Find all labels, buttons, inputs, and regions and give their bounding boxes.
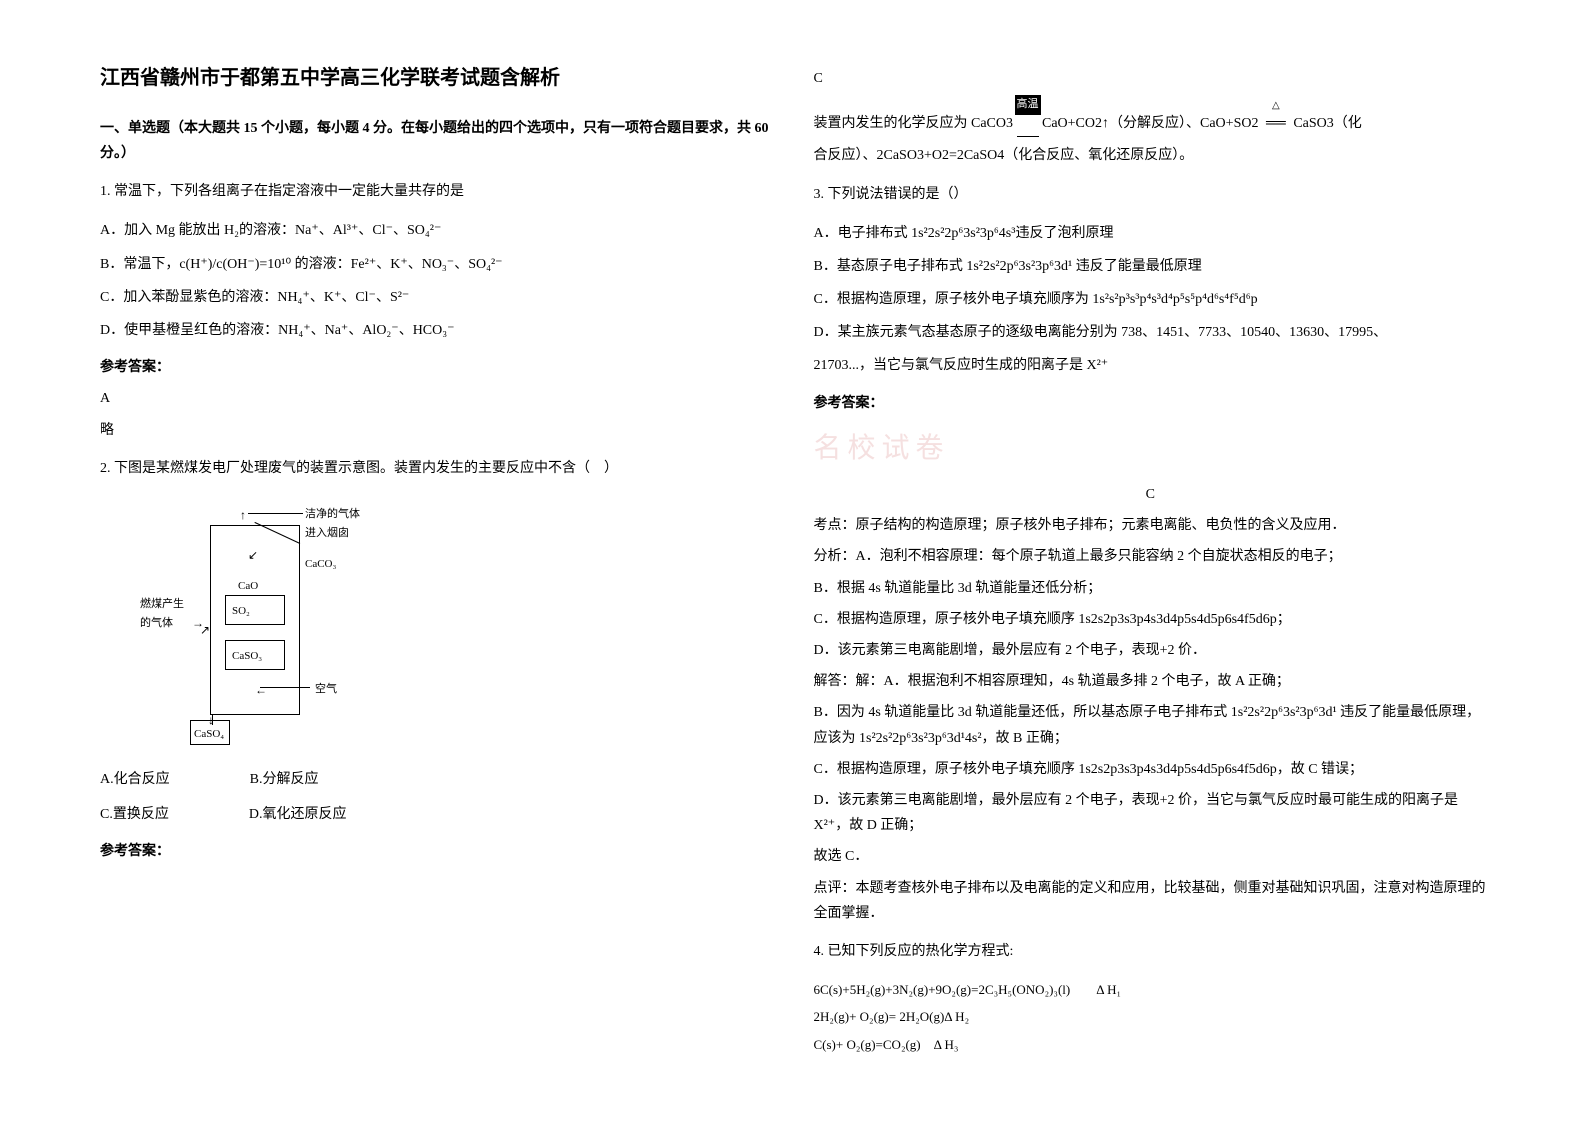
q1-optC: C．加入苯酚显紫色的溶液：NH₄⁺、K⁺、Cl⁻、S²⁻ bbox=[100, 285, 774, 310]
q3-jd-a: 解答：解：A．根据泡利不相容原理知，4s 轨道最多排 2 个电子，故 A 正确； bbox=[814, 669, 1488, 694]
section-header: 一、单选题（本大题共 15 个小题，每小题 4 分。在每小题给出的四个选项中，只… bbox=[100, 116, 774, 166]
label-air: 空气 bbox=[315, 680, 337, 700]
q2-optD: D.氧化还原反应 bbox=[249, 802, 347, 827]
q2-diagram: 洁净的气体进入烟囱 ↑ CaCO₃ ↙ CaO SO₂ ↗ CaSO₃ 空气 ←… bbox=[140, 495, 380, 755]
page-title: 江西省赣州市于都第五中学高三化学联考试题含解析 bbox=[100, 60, 774, 96]
q3-jd-end: 故选 C． bbox=[814, 844, 1488, 869]
label-so2: SO₂ bbox=[232, 602, 250, 622]
q2-optA: A.化合反应 bbox=[100, 767, 170, 792]
q3-jd-c: C．根据构造原理，原子核外电子填充顺序 1s2s2p3s3p4s3d4p5s4d… bbox=[814, 757, 1488, 782]
right-column: C 装置内发生的化学反应为 CaCO3 高温 CaO+CO2↑（分解反应）、Ca… bbox=[814, 60, 1488, 1062]
q1-optA: A．加入 Mg 能放出 H₂的溶液：Na⁺、Al³⁺、Cl⁻、SO₄²⁻ bbox=[100, 218, 774, 243]
q2-explain-line2: 合反应）、2CaSO3+O2=2CaSO4（化合反应、氧化还原反应）。 bbox=[814, 143, 1488, 168]
q3-answer-label: 参考答案： bbox=[814, 391, 1488, 416]
label-caco3: CaCO₃ bbox=[305, 555, 336, 575]
q4-eq1: 6C(s)+5H₂(g)+3N₂(g)+9O₂(g)=2C₃H₅(ONO₂)₃(… bbox=[814, 978, 1488, 1001]
q3-optC: C．根据构造原理，原子核外电子填充顺序为 1s²s²p³s³p⁴s³d⁴p⁵s⁵… bbox=[814, 287, 1488, 312]
q3-jd-d: D．该元素第三电离能剧增，最外层应有 2 个电子，表现+2 价，当它与氯气反应时… bbox=[814, 788, 1488, 838]
q3-optD: D．某主族元素气态基态原子的逐级电离能分别为 738、1451、7733、105… bbox=[814, 320, 1488, 345]
q3-fx-d: D．该元素第三电离能剧增，最外层应有 2 个电子，表现+2 价． bbox=[814, 638, 1488, 663]
q4-stem: 4. 已知下列反应的热化学方程式: bbox=[814, 938, 1488, 966]
label-gas-out: 洁净的气体进入烟囱 bbox=[305, 505, 360, 545]
q3-optA: A．电子排布式 1s²2s²2p⁶3s²3p⁶4s³违反了泡利原理 bbox=[814, 221, 1488, 246]
q3-dp: 点评：本题考查核外电子排布以及电离能的定义和应用，比较基础，侧重对基础知识巩固，… bbox=[814, 876, 1488, 926]
q1-explain: 略 bbox=[100, 418, 774, 443]
q1-optB: B．常温下，c(H⁺)/c(OH⁻)=10¹⁰ 的溶液：Fe²⁺、K⁺、NO₃⁻… bbox=[100, 252, 774, 277]
q2-answer: C bbox=[814, 66, 1488, 91]
q2-explain-line1: 装置内发生的化学反应为 CaCO3 高温 CaO+CO2↑（分解反应）、CaO+… bbox=[814, 111, 1488, 137]
q1-optD: D．使甲基橙呈红色的溶液：NH₄⁺、Na⁺、AlO₂⁻、HCO₃⁻ bbox=[100, 318, 774, 343]
q3-fx-c: C．根据构造原理，原子核外电子填充顺序 1s2s2p3s3p4s3d4p5s4d… bbox=[814, 607, 1488, 632]
q3-stem: 3. 下列说法错误的是（） bbox=[814, 181, 1488, 209]
q2-optC: C.置换反应 bbox=[100, 802, 169, 827]
q1-answer-label: 参考答案： bbox=[100, 355, 774, 380]
q1-stem: 1. 常温下，下列各组离子在指定溶液中一定能大量共存的是 bbox=[100, 178, 774, 206]
label-coal: 燃煤产生的气体 bbox=[140, 595, 184, 635]
watermark: 名校试卷 bbox=[814, 424, 1488, 474]
q3-answer: C bbox=[814, 482, 1488, 507]
q1-answer: A bbox=[100, 386, 774, 411]
q3-jd-b: B．因为 4s 轨道能量比 3d 轨道能量还低，所以基态原子电子排布式 1s²2… bbox=[814, 700, 1488, 750]
q4-eq2: 2H₂(g)+ O₂(g)= 2H₂O(g)Δ H₂ bbox=[814, 1005, 1488, 1028]
q3-fx-b: B．根据 4s 轨道能量比 3d 轨道能量还低分析； bbox=[814, 576, 1488, 601]
q2-row2: C.置换反应 D.氧化还原反应 bbox=[100, 802, 774, 827]
q2-optB: B.分解反应 bbox=[250, 767, 319, 792]
left-column: 江西省赣州市于都第五中学高三化学联考试题含解析 一、单选题（本大题共 15 个小… bbox=[100, 60, 774, 1062]
q3-kp: 考点：原子结构的构造原理；原子核外电子排布；元素电离能、电负性的含义及应用． bbox=[814, 513, 1488, 538]
q2-stem: 2. 下图是某燃煤发电厂处理废气的装置示意图。装置内发生的主要反应中不含（ ） bbox=[100, 455, 774, 483]
label-caso3: CaSO₃ bbox=[232, 647, 262, 667]
q3-optD2: 21703...，当它与氯气反应时生成的阳离子是 X²⁺ bbox=[814, 353, 1488, 378]
label-caso4: CaSO₄ bbox=[194, 725, 224, 745]
q2-row1: A.化合反应 B.分解反应 bbox=[100, 767, 774, 792]
q2-answer-label: 参考答案： bbox=[100, 839, 774, 864]
q3-fx-a: 分析：A．泡利不相容原理：每个原子轨道上最多只能容纳 2 个自旋状态相反的电子； bbox=[814, 544, 1488, 569]
label-cao: CaO bbox=[238, 577, 258, 597]
q4-eq3: C(s)+ O₂(g)=CO₂(g) Δ H₃ bbox=[814, 1033, 1488, 1056]
q3-optB: B．基态原子电子排布式 1s²2s²2p⁶3s²3p⁶3d¹ 违反了能量最低原理 bbox=[814, 254, 1488, 279]
